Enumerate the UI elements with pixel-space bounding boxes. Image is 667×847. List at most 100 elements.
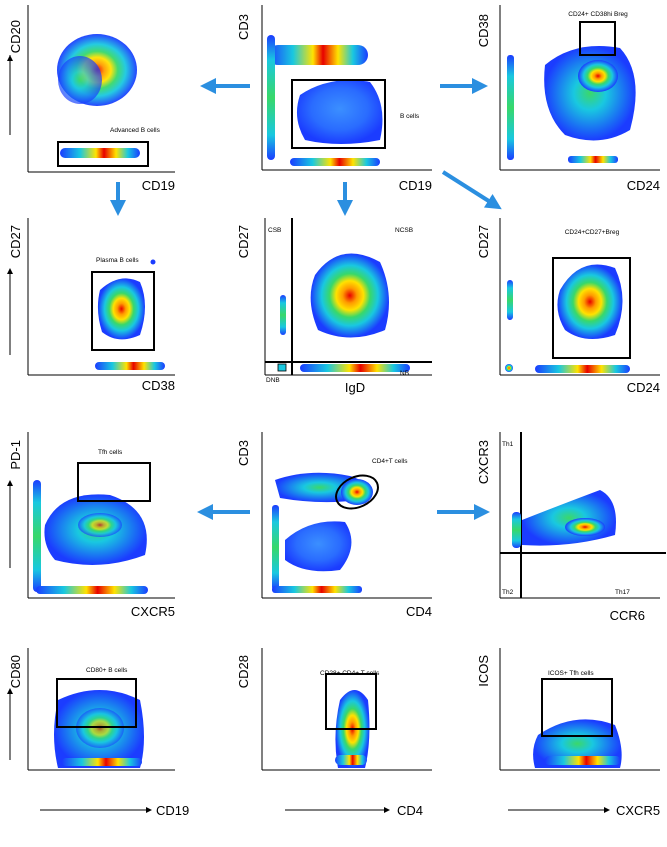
gate-label: ICOS+ Tfh cells: [548, 670, 594, 677]
x-axis-label: CD4: [397, 803, 423, 818]
gate-box: [57, 141, 149, 167]
density-peak: [565, 518, 605, 536]
density-band: [280, 295, 286, 335]
x-axis-label: CD19: [142, 178, 175, 193]
gate-label: CD28+ CD4+ T cells: [320, 670, 380, 677]
gate-label: CD24+CD27+Breg: [565, 229, 620, 236]
density-band: [507, 280, 513, 320]
density-peak: [341, 479, 373, 505]
gate-box: [291, 79, 386, 149]
panel-cd27-igd: CD27 CSB NCSB DNB NB IgD: [236, 218, 432, 395]
density-band: [33, 480, 41, 592]
quadrant-label-nb: NB: [400, 370, 409, 377]
quadrant-label-th17: Th17: [615, 589, 630, 596]
y-axis-label: CD80: [8, 655, 23, 688]
arrow: [441, 170, 502, 210]
gate-box: [325, 673, 377, 730]
panel-cd27-cd24: CD27 CD24+CD27+Breg CD24: [476, 218, 660, 395]
density-population: [296, 80, 383, 144]
density-band: [290, 158, 380, 166]
gate-label: CD80+ B cells: [86, 667, 128, 674]
density-band: [62, 758, 142, 766]
density-band: [272, 586, 362, 593]
density-peak: [578, 60, 618, 92]
gate-box: [552, 257, 631, 359]
y-axis-label: CD27: [236, 225, 251, 258]
gate-box: [579, 21, 616, 56]
quadrant-label-th1: Th1: [502, 441, 514, 448]
panel-cd20-cd19: CD20 Advanced B cells CD19: [7, 5, 175, 193]
density-band: [335, 755, 367, 765]
density-population: [310, 253, 389, 338]
y-arrow-head: [7, 55, 13, 61]
x-axis-label: CD19: [156, 803, 189, 818]
panel-cd3-cd4: CD3 CD4+T cells CD4: [236, 432, 432, 619]
panel-cd80-cd19: CD80 CD80+ B cells CD19: [7, 648, 189, 818]
panel-icos-cxcr5: ICOS ICOS+ Tfh cells CXCR5: [476, 648, 660, 818]
gate-label: Plasma B cells: [96, 257, 139, 264]
gate-box: [56, 678, 137, 728]
x-axis-label: CD38: [142, 378, 175, 393]
y-arrow-head: [7, 688, 13, 694]
x-axis-label: CD4: [406, 604, 432, 619]
density-band: [36, 586, 148, 594]
y-arrow-head: [7, 268, 13, 274]
panel-cd38-cd24: CD38 CD24+ CD38hi Breg CD24: [476, 5, 660, 193]
density-band: [272, 505, 279, 590]
density-population: [58, 56, 102, 104]
density-band: [545, 756, 620, 765]
density-band: [535, 365, 630, 373]
quadrant-label-dnb: DNB: [266, 377, 280, 384]
density-band: [512, 512, 521, 548]
gate-label: B cells: [400, 113, 420, 120]
gate-box: [77, 462, 151, 502]
x-axis-label: CD19: [399, 178, 432, 193]
panel-cd27-cd38: CD27 Plasma B cells CD38: [7, 218, 175, 393]
y-axis-label: CD38: [476, 14, 491, 47]
y-axis-label: CD3: [236, 440, 251, 466]
y-axis-label: PD-1: [8, 440, 23, 470]
density-population: [285, 521, 352, 572]
y-axis-label: CD20: [8, 20, 23, 53]
x-axis-label: CD24: [627, 380, 660, 395]
y-axis-label: CXCR3: [476, 440, 491, 484]
density-band: [60, 148, 140, 158]
y-axis-label: CD27: [476, 225, 491, 258]
gate-box: [91, 271, 155, 351]
density-population: [557, 264, 623, 339]
density-population: [522, 490, 616, 546]
x-axis-label: CCR6: [610, 608, 645, 623]
density-band: [268, 45, 368, 65]
density-dot: [150, 259, 156, 265]
arrows: [110, 78, 502, 216]
density-population: [544, 46, 636, 141]
x-arrow-head: [384, 807, 390, 813]
panel-cd3-cd19: CD3 B cells CD19: [236, 5, 432, 193]
y-axis-label: CD28: [236, 655, 251, 688]
gate-label: Tfh cells: [98, 449, 123, 456]
x-arrow-head: [604, 807, 610, 813]
density-peak: [78, 513, 122, 537]
x-arrow-head: [146, 807, 152, 813]
y-axis-label: CD27: [8, 225, 23, 258]
gate-ellipse: [335, 474, 379, 510]
gate-label: Advanced B cells: [110, 127, 161, 134]
density-band: [507, 55, 514, 160]
x-axis-label: IgD: [345, 380, 365, 395]
density-population: [97, 278, 145, 340]
y-axis-label: ICOS: [476, 655, 491, 687]
gate-box: [541, 678, 613, 737]
density-dot: [277, 363, 287, 372]
panel-pd1-cxcr5: PD-1 Tfh cells CXCR5: [7, 432, 175, 619]
x-axis-label: CXCR5: [616, 803, 660, 818]
density-band: [300, 364, 410, 372]
density-dot: [505, 364, 513, 372]
panel-cxcr3-ccr6: CXCR3 Th1 Th2 Th17 CCR6: [476, 432, 666, 623]
y-axis-label: CD3: [236, 14, 251, 40]
gate-label: CD4+T cells: [372, 458, 408, 465]
density-band: [267, 35, 275, 160]
panel-cd28-cd4: CD28 CD28+ CD4+ T cells CD4: [236, 648, 432, 818]
density-population: [533, 719, 622, 768]
quadrant-label-ncsb: NCSB: [395, 227, 413, 234]
